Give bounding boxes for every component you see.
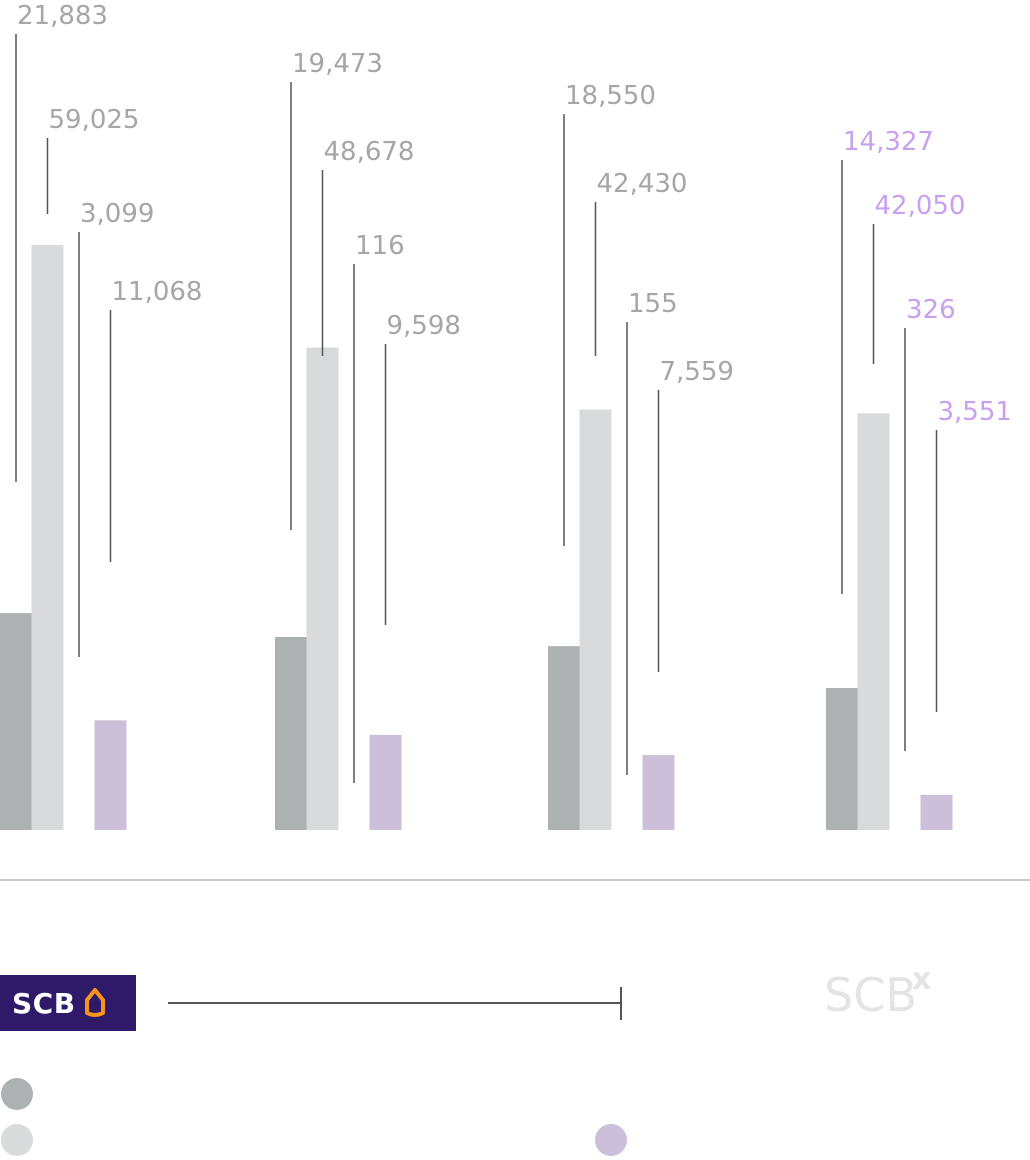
- baseline-rule: [0, 879, 1030, 881]
- value-label-g2-s1: 19,473: [292, 49, 383, 79]
- value-label-g2-s4: 9,598: [387, 311, 461, 341]
- bar-g1-s1: [0, 613, 32, 830]
- value-label-g1-s4: 11,068: [112, 277, 203, 307]
- bar-g4-s1: [826, 688, 858, 830]
- value-label-g3-s3: 155: [628, 289, 678, 319]
- bar-g4-s4: [920, 794, 953, 830]
- scbx-logo-x: x: [912, 962, 932, 997]
- value-label-g4-s2: 42,050: [875, 191, 966, 221]
- bar-g4-s2: [857, 413, 890, 830]
- bar-g1-s2: [31, 245, 64, 830]
- legend-dot-series-2: [1, 1124, 33, 1156]
- timeline-line: [168, 1002, 622, 1004]
- scbx-logo-text: SCB: [824, 968, 917, 1022]
- bar-g2-s2: [306, 347, 339, 830]
- value-label-g4-s1: 14,327: [843, 127, 934, 157]
- timeline-end-tick: [620, 987, 622, 1020]
- bar-g2-s4: [369, 734, 402, 830]
- value-label-g1-s1: 21,883: [17, 1, 108, 31]
- bar-g2-s1: [275, 637, 307, 830]
- value-label-g1-s2: 59,025: [49, 105, 140, 135]
- value-label-g4-s4: 3,551: [938, 397, 1012, 427]
- value-label-g3-s1: 18,550: [565, 81, 656, 111]
- value-label-g3-s4: 7,559: [660, 357, 734, 387]
- scb-logo-text: SCB: [12, 986, 76, 1020]
- lotus-icon: [84, 988, 105, 1017]
- legend-dot-series-4: [595, 1124, 627, 1156]
- value-label-g1-s3: 3,099: [80, 199, 154, 229]
- value-label-g3-s2: 42,430: [597, 169, 688, 199]
- bar-g3-s1: [548, 646, 580, 830]
- value-label-g2-s3: 116: [355, 231, 405, 261]
- scbx-logo: SCB x: [824, 962, 931, 1022]
- legend-dot-series-1: [1, 1078, 33, 1110]
- value-label-g4-s3: 326: [906, 295, 956, 325]
- bar-g3-s2: [579, 409, 612, 830]
- bar-g1-s4: [94, 720, 127, 830]
- bar-g3-s4: [642, 755, 675, 830]
- scb-logo: SCB: [0, 975, 136, 1031]
- bar-chart: 21,883 19,473 18,550 14,327 59,025 48,678 42,4…: [0, 1, 1012, 830]
- value-label-g2-s2: 48,678: [324, 137, 415, 167]
